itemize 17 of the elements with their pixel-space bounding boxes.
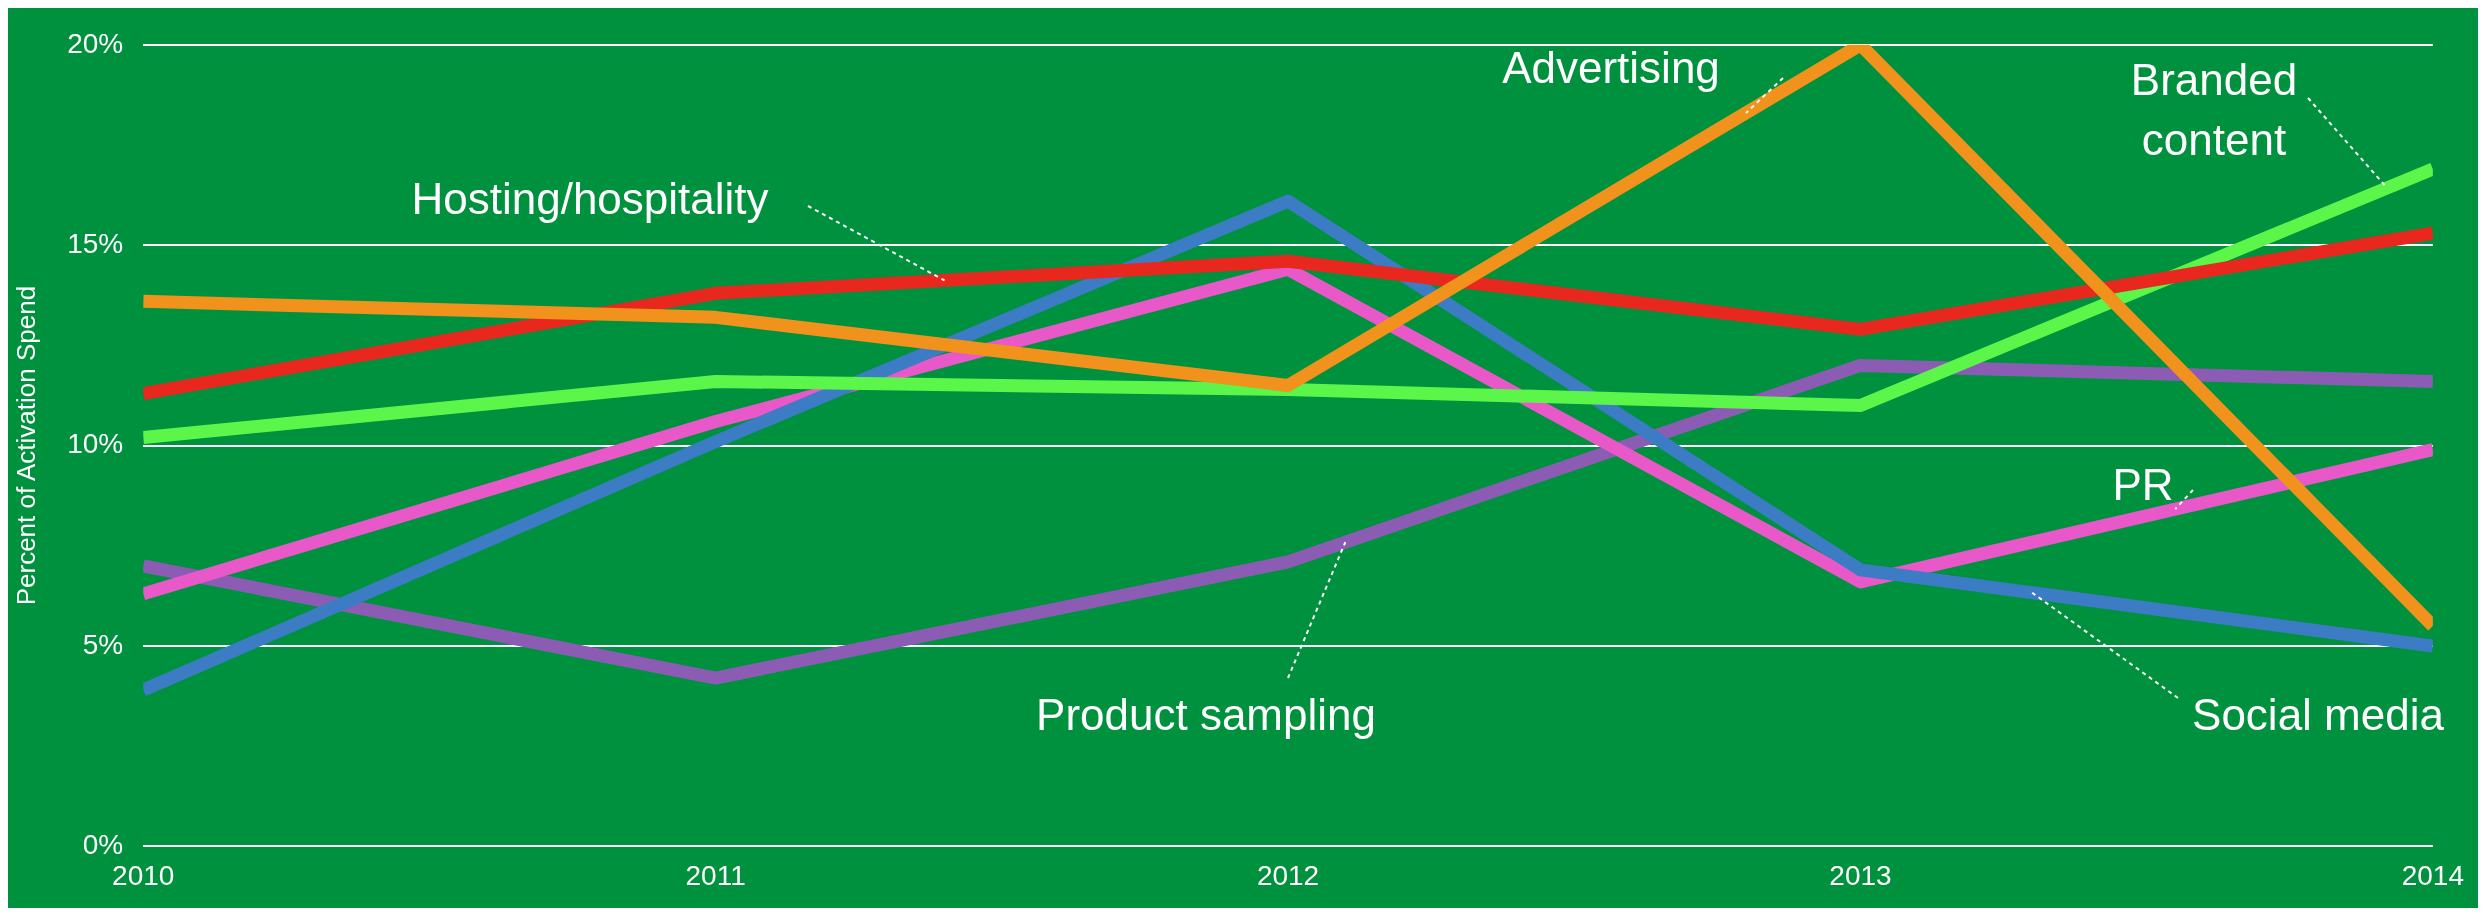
series-label: Product sampling [1036, 690, 1376, 740]
x-tick-label: 2012 [1256, 859, 1320, 891]
series-label: Branded content [2130, 55, 2298, 165]
x-tick-label: 2011 [685, 859, 746, 891]
y-tick-label: 5% [82, 628, 124, 660]
series-label: Hosting/hospitality [411, 174, 769, 224]
series-label: Advertising [1502, 43, 1720, 93]
y-tick-label: 10% [67, 428, 124, 460]
y-tick-label: 20% [67, 27, 124, 59]
x-tick-label: 2010 [112, 859, 175, 891]
x-tick-label: 2014 [2401, 859, 2464, 891]
x-tick-label: 2013 [1829, 859, 1892, 891]
y-axis-title: Percent of Activation Spend [10, 285, 41, 606]
series-label: Social media [2192, 690, 2445, 740]
series-label: PR [2112, 460, 2174, 510]
y-tick-label: 15% [67, 227, 124, 259]
y-tick-label: 0% [82, 829, 124, 861]
